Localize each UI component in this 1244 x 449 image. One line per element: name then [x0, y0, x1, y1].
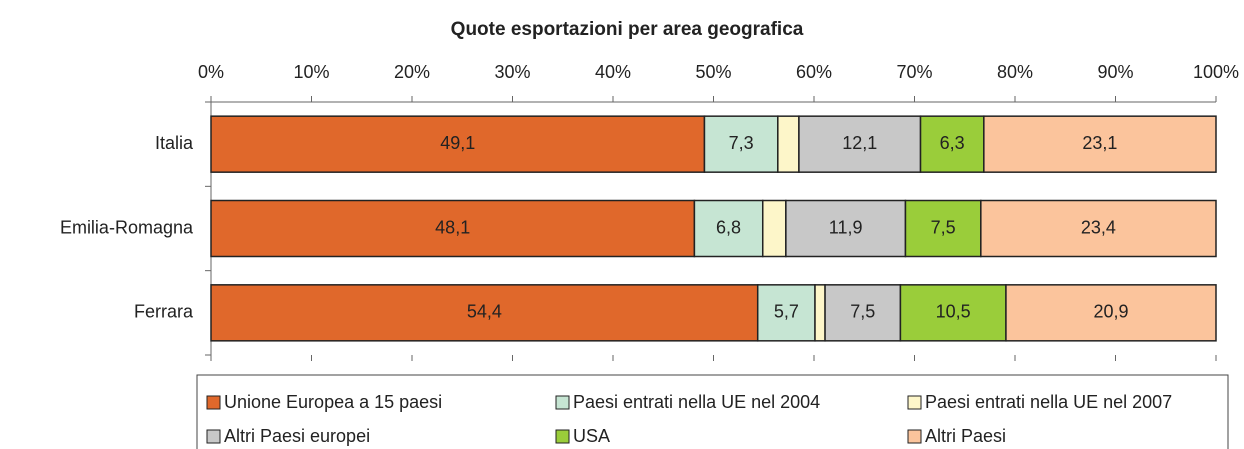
data-label: 12,1 [842, 133, 877, 153]
bar-segment [1005, 284, 1217, 342]
bar-segment [703, 115, 779, 173]
x-tick-label: 0% [198, 62, 224, 82]
bar-segment [983, 115, 1217, 173]
legend-swatch [555, 395, 570, 410]
data-label: 6,3 [940, 133, 965, 153]
data-label: 20,9 [1093, 302, 1128, 322]
x-tick-label: 50% [695, 62, 731, 82]
bar-segment [777, 115, 800, 173]
y-tick-label: Italia [155, 133, 194, 153]
legend-box [196, 374, 1229, 449]
legend-swatch [907, 395, 922, 410]
x-tick-label: 10% [293, 62, 329, 82]
data-label: 10,5 [936, 302, 971, 322]
x-tick-label: 30% [494, 62, 530, 82]
x-tick-label: 100% [1193, 62, 1239, 82]
bar-segment [814, 284, 826, 342]
legend-swatch [555, 429, 570, 444]
legend-label: Paesi entrati nella UE nel 2007 [925, 392, 1172, 412]
data-label: 7,5 [931, 217, 956, 237]
x-tick-label: 90% [1097, 62, 1133, 82]
data-label: 23,4 [1081, 217, 1116, 237]
data-label: 5,7 [774, 302, 799, 322]
data-label: 49,1 [440, 133, 475, 153]
legend-label: Altri Paesi [925, 426, 1006, 446]
legend-swatch [206, 395, 221, 410]
bar-segment [210, 115, 706, 173]
bar-segment [785, 199, 907, 258]
legend-label: Paesi entrati nella UE nel 2004 [573, 392, 820, 412]
x-tick-label: 20% [394, 62, 430, 82]
data-label: 7,3 [729, 133, 754, 153]
legend-label: Unione Europea a 15 paesi [224, 392, 442, 412]
x-tick-label: 70% [896, 62, 932, 82]
data-label: 23,1 [1082, 133, 1117, 153]
legend-swatch [206, 429, 221, 444]
legend-swatch [907, 429, 922, 444]
data-label: 54,4 [467, 302, 502, 322]
bar-segment [210, 284, 759, 342]
bar-segment [756, 284, 816, 342]
bar-segment [693, 199, 764, 258]
data-label: 6,8 [716, 217, 741, 237]
bar-segment [210, 199, 696, 258]
legend-label: USA [573, 426, 610, 446]
bar-segment [980, 199, 1217, 258]
x-tick-label: 40% [595, 62, 631, 82]
bar-segment [761, 199, 787, 258]
y-tick-label: Ferrara [134, 302, 194, 322]
legend-label: Altri Paesi europei [224, 426, 370, 446]
y-tick-label: Emilia-Romagna [60, 217, 194, 237]
data-label: 7,5 [850, 302, 875, 322]
x-tick-label: 60% [796, 62, 832, 82]
bar-segment [919, 115, 985, 173]
bar-segment [798, 115, 922, 173]
x-tick-label: 80% [997, 62, 1033, 82]
chart-title: Quote esportazioni per area geografica [451, 19, 804, 40]
data-label: 11,9 [829, 217, 863, 237]
data-label: 48,1 [435, 217, 470, 237]
